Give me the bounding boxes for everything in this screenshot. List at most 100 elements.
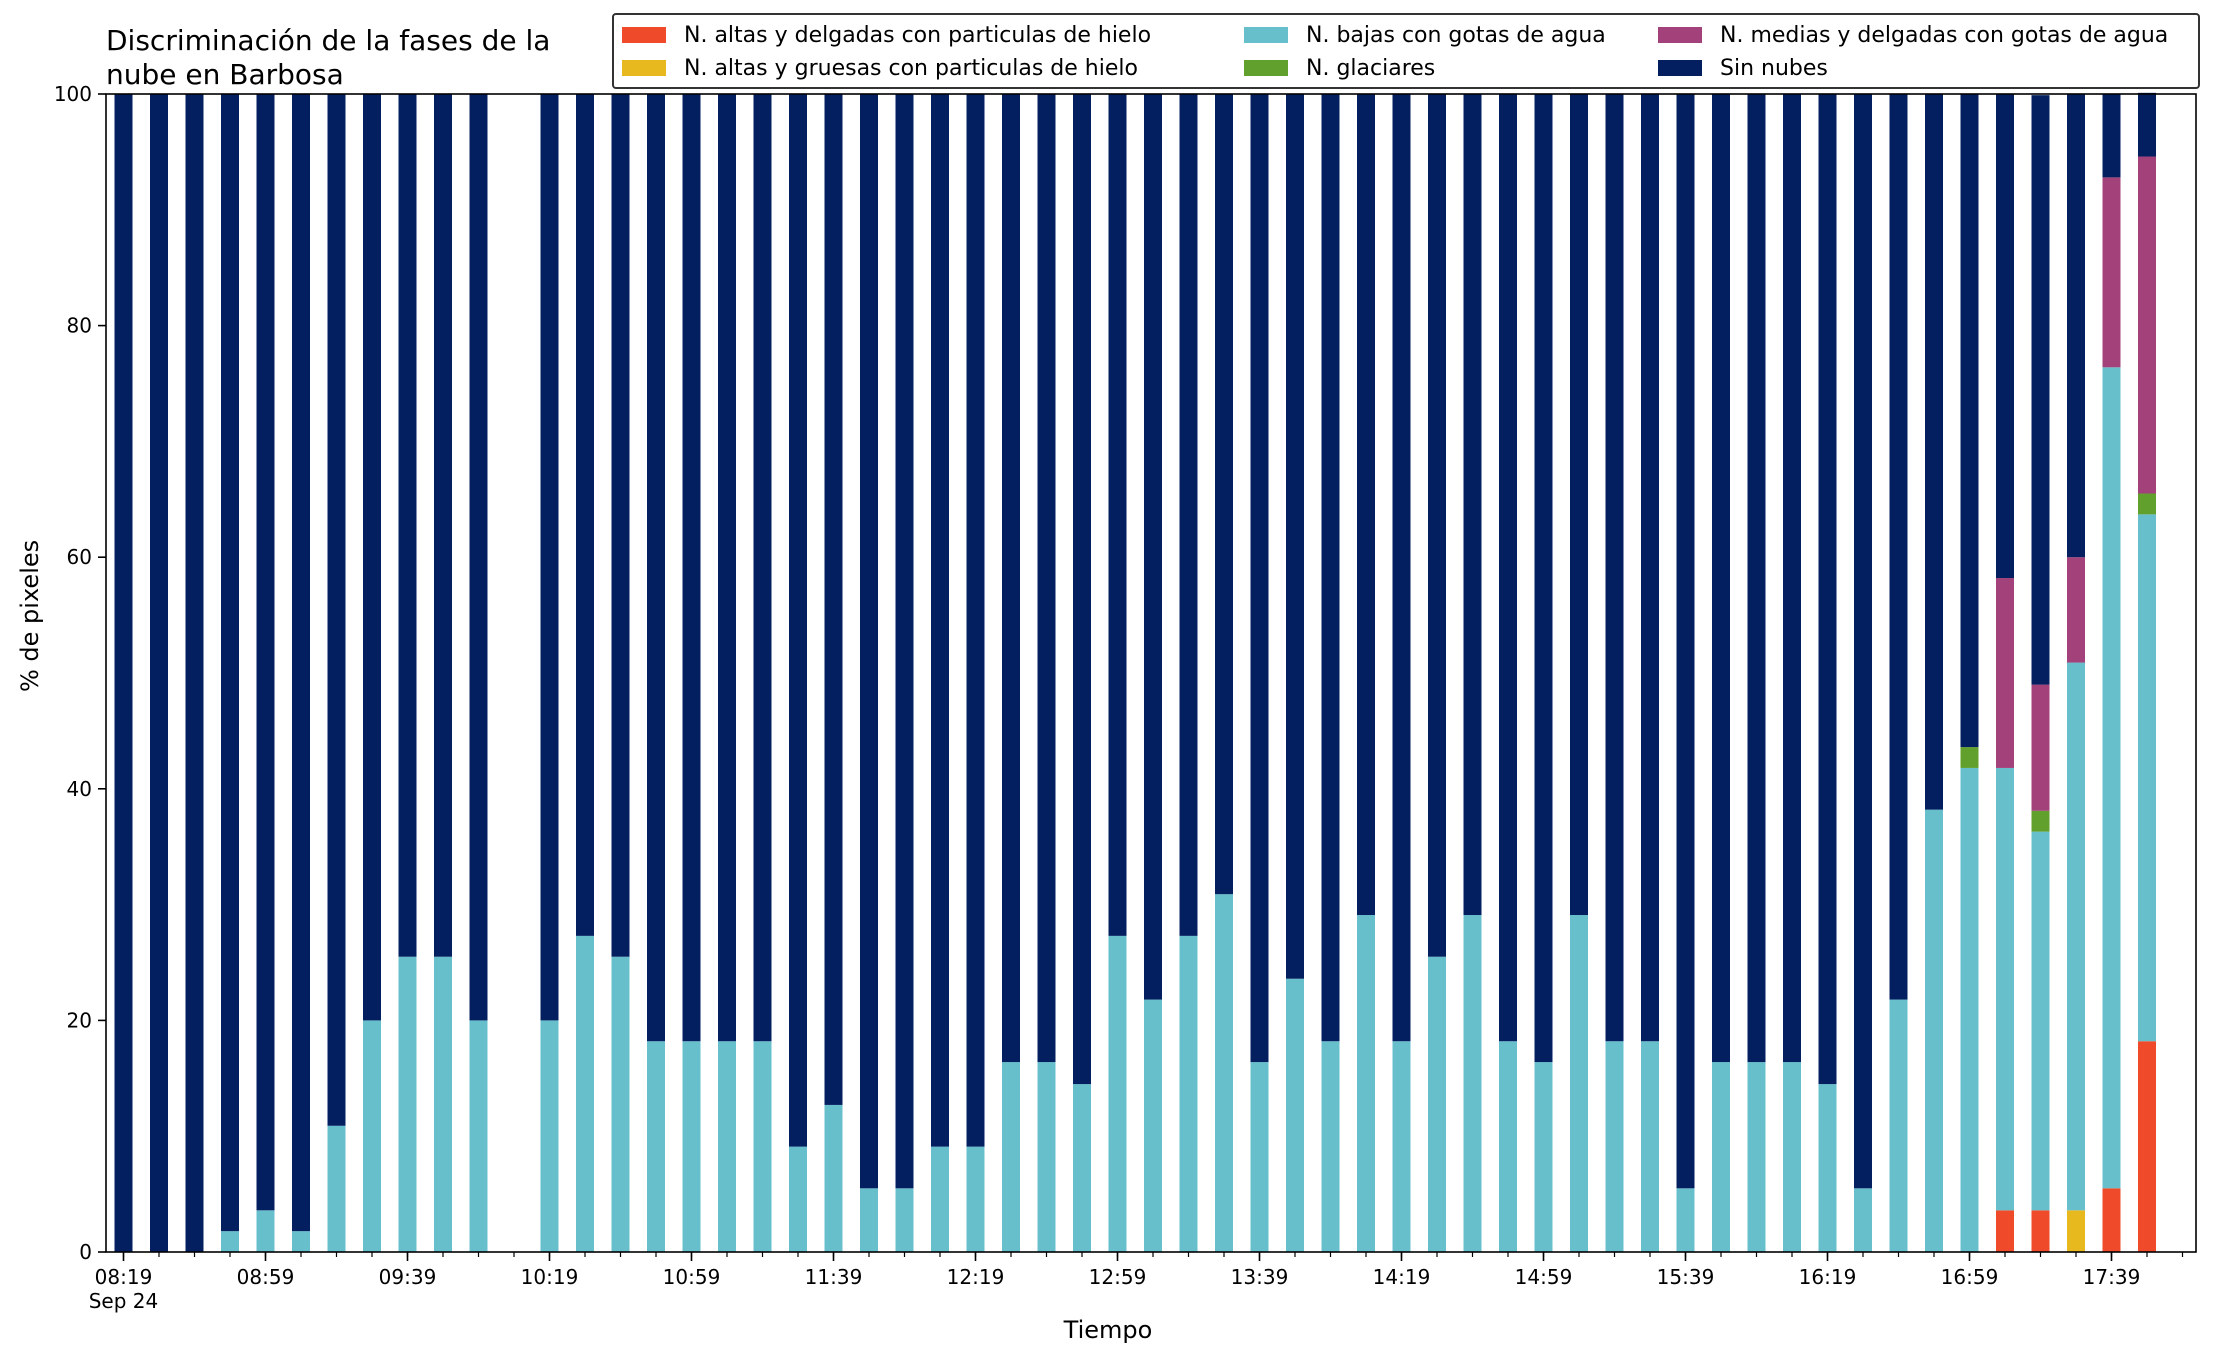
y-axis: 0 20 40 60 80 100 xyxy=(54,82,106,1264)
bar-segment-6-5 xyxy=(327,94,346,1126)
bar-segment-34-2 xyxy=(1321,1041,1340,1252)
x-tick-label: 17:39 xyxy=(2083,1265,2141,1289)
bar-segment-57-4 xyxy=(2138,156,2156,494)
bar-segment-4-5 xyxy=(256,94,275,1211)
bar-segment-47-2 xyxy=(1783,1062,1801,1252)
bar-segment-0-5 xyxy=(114,94,133,1252)
x-tick-label: 12:19 xyxy=(947,1265,1005,1289)
bar-segment-39-5 xyxy=(1499,94,1517,1042)
x-tick-label: 14:59 xyxy=(1515,1265,1573,1289)
bar-segment-23-5 xyxy=(931,94,949,1147)
bar-segment-24-5 xyxy=(966,94,985,1147)
bar-segment-44-2 xyxy=(1676,1188,1695,1252)
legend-item-altas-gruesas: N. altas y gruesas con particulas de hie… xyxy=(622,53,1138,83)
bar-segment-7-5 xyxy=(363,94,381,1021)
bar-segment-53-4 xyxy=(1996,578,2014,768)
bar-segment-36-2 xyxy=(1392,1041,1411,1252)
bar-segment-44-5 xyxy=(1676,94,1695,1189)
bar-segment-36-5 xyxy=(1392,94,1411,1042)
x-tick-label: 09:39 xyxy=(379,1265,437,1289)
bar-segment-30-5 xyxy=(1179,94,1198,936)
chart-title: Discriminación de la fases de la nube en… xyxy=(106,24,551,91)
bar-segment-20-5 xyxy=(824,94,843,1105)
bar-segment-5-2 xyxy=(292,1231,310,1252)
bar-segment-54-0 xyxy=(2031,1210,2050,1252)
bar-segment-42-2 xyxy=(1605,1041,1624,1252)
bar-segment-14-2 xyxy=(611,956,630,1252)
x-tick-label: 08:59 xyxy=(237,1265,295,1289)
bar-segment-12-5 xyxy=(540,94,559,1021)
bar-segment-28-5 xyxy=(1108,94,1127,936)
bar-segment-51-2 xyxy=(1925,809,1943,1252)
legend-item-bajas: N. bajas con gotas de agua xyxy=(1244,20,1606,50)
bar-segment-57-3 xyxy=(2138,493,2156,515)
legend-swatch xyxy=(622,60,666,76)
bar-segment-42-5 xyxy=(1605,94,1624,1042)
x-axis: 08:19 Sep 24 08:59 09:39 10:19 10:59 11:39 12:1… xyxy=(89,1252,2184,1313)
bar-segment-52-2 xyxy=(1960,767,1979,1252)
bar-segment-57-0 xyxy=(2138,1041,2156,1252)
bar-segment-53-2 xyxy=(1996,767,2014,1211)
bar-segment-54-4 xyxy=(2031,684,2050,811)
x-tick-label: 10:19 xyxy=(521,1265,579,1289)
bar-segment-4-2 xyxy=(256,1210,275,1252)
bar-segment-56-0 xyxy=(2102,1188,2121,1252)
legend-swatch xyxy=(1658,27,1702,43)
bar-segment-45-5 xyxy=(1712,94,1730,1063)
x-tick-label: 11:39 xyxy=(805,1265,863,1289)
bar-segment-49-2 xyxy=(1854,1188,1872,1252)
legend: N. altas y delgadas con particulas de hi… xyxy=(612,13,2200,89)
bar-segment-38-2 xyxy=(1463,915,1482,1252)
bar-segment-12-2 xyxy=(540,1020,559,1252)
bars-layer xyxy=(114,92,2156,1252)
bar-segment-55-2 xyxy=(2067,662,2085,1211)
y-tick-label: 100 xyxy=(54,82,92,106)
bar-segment-46-5 xyxy=(1747,94,1766,1063)
legend-swatch xyxy=(622,27,666,43)
legend-item-altas-delgadas: N. altas y delgadas con particulas de hi… xyxy=(622,20,1151,50)
bar-segment-50-2 xyxy=(1889,999,1908,1252)
y-tick-label: 20 xyxy=(67,1008,92,1032)
bar-segment-17-5 xyxy=(718,94,736,1042)
bar-segment-38-5 xyxy=(1463,94,1482,916)
bar-segment-21-5 xyxy=(860,94,878,1189)
bar-segment-40-2 xyxy=(1534,1062,1553,1252)
x-tick-label: 08:19 Sep 24 xyxy=(89,1265,159,1313)
bar-segment-29-2 xyxy=(1144,999,1162,1252)
bar-segment-21-2 xyxy=(860,1188,878,1252)
legend-item-glaciares: N. glaciares xyxy=(1244,53,1435,83)
bar-segment-47-5 xyxy=(1783,94,1801,1063)
legend-label: Sin nubes xyxy=(1720,55,1828,81)
bar-segment-16-2 xyxy=(682,1041,701,1252)
bar-segment-3-5 xyxy=(221,94,239,1232)
bar-segment-32-2 xyxy=(1250,1062,1269,1252)
x-tick-label: 15:39 xyxy=(1657,1265,1715,1289)
bar-segment-55-5 xyxy=(2067,94,2085,558)
bar-segment-46-2 xyxy=(1747,1062,1766,1252)
y-tick-label: 0 xyxy=(79,1240,92,1264)
x-tick-label: 10:59 xyxy=(663,1265,721,1289)
bar-segment-33-5 xyxy=(1286,94,1304,979)
bar-segment-54-5 xyxy=(2031,95,2050,685)
legend-label: N. altas y gruesas con particulas de hie… xyxy=(684,55,1138,81)
bar-segment-31-2 xyxy=(1215,894,1233,1252)
legend-label: N. bajas con gotas de agua xyxy=(1306,22,1606,48)
bar-segment-6-2 xyxy=(327,1125,346,1252)
bar-segment-19-5 xyxy=(789,94,807,1147)
bar-segment-56-4 xyxy=(2102,177,2121,368)
bar-segment-51-5 xyxy=(1925,94,1943,810)
bar-segment-43-2 xyxy=(1641,1041,1659,1252)
bar-segment-22-5 xyxy=(895,94,914,1189)
bar-segment-24-2 xyxy=(966,1146,985,1252)
y-axis-label: % de pixeles xyxy=(16,539,44,692)
bar-segment-14-5 xyxy=(611,94,630,957)
bar-segment-54-3 xyxy=(2031,810,2050,832)
x-axis-label: Tiempo xyxy=(1063,1316,1153,1344)
bar-segment-8-5 xyxy=(398,94,417,957)
bar-segment-56-5 xyxy=(2102,94,2121,178)
bar-segment-3-2 xyxy=(221,1231,239,1252)
bar-segment-45-2 xyxy=(1712,1062,1730,1252)
bar-segment-40-5 xyxy=(1534,94,1553,1063)
bar-segment-28-2 xyxy=(1108,935,1127,1252)
